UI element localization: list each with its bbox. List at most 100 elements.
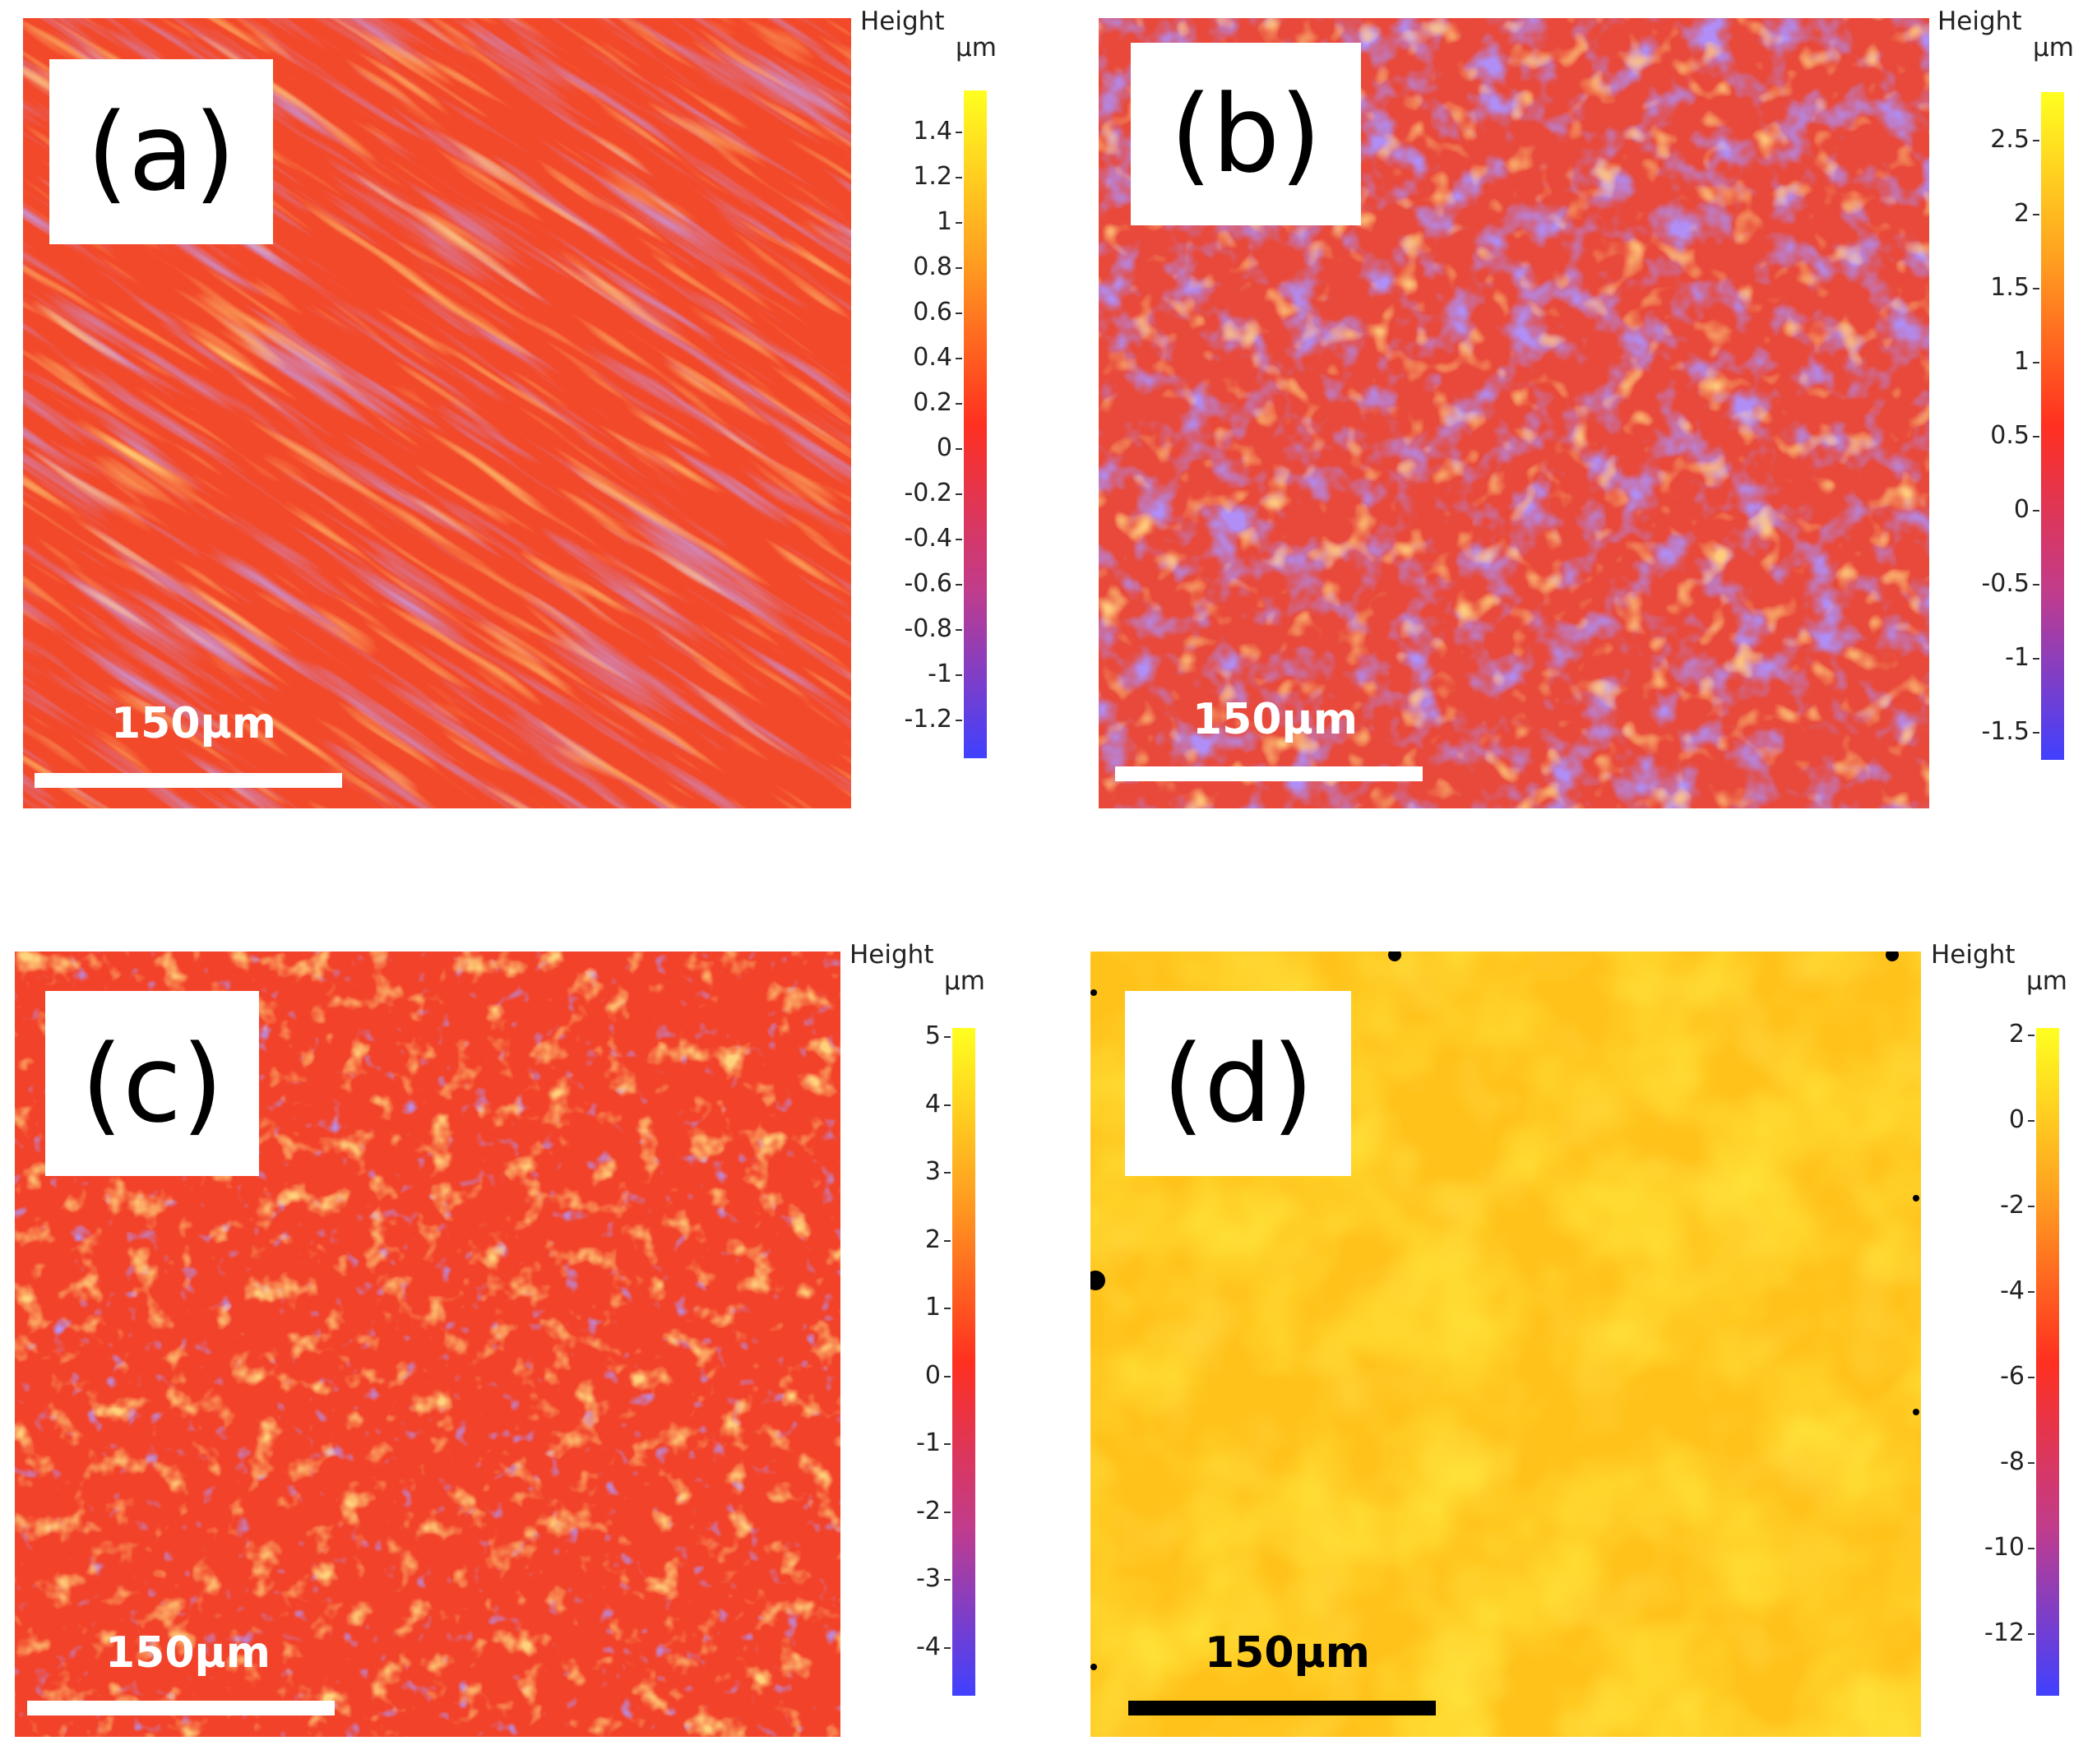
colorbar-a-tick-mark [956, 403, 962, 405]
colorbar-a-tick-label: -1.2 [904, 705, 952, 734]
colorbar-a-tick-mark [956, 358, 962, 359]
colorbar-d-tick-mark [2028, 1633, 2034, 1635]
colorbar-b-tick-mark [2033, 140, 2039, 141]
panel-a-scale-text: 150μm [111, 699, 276, 748]
colorbar-b-tick-label: 0 [2013, 495, 2030, 524]
colorbar-c-tick-label: 3 [924, 1157, 941, 1186]
colorbar-b-tick-mark [2033, 362, 2039, 363]
colorbar-c-tick-mark [944, 1511, 951, 1513]
colorbar-c-tick-mark [944, 1443, 951, 1445]
panel-a-label: (a) [86, 89, 236, 215]
colorbar-b-title: Height [1937, 7, 2022, 36]
colorbar-a-tick-label: -0.6 [904, 569, 952, 598]
colorbar-b [2041, 92, 2064, 760]
colorbar-b-tick-mark [2033, 288, 2039, 289]
colorbar-c-tick-mark [944, 1036, 951, 1038]
colorbar-a-tick-mark [956, 493, 962, 495]
colorbar-b-tick-label: 1 [2013, 347, 2030, 376]
panel-a-scale-bar [35, 773, 342, 788]
colorbar-c-tick-label: 2 [924, 1225, 941, 1254]
panel-d-scale-text: 150μm [1205, 1628, 1370, 1678]
colorbar-a-tick-mark [956, 267, 962, 269]
colorbar-c-tick-label: 4 [924, 1089, 941, 1118]
colorbar-a-tick-label: 0.2 [913, 388, 952, 417]
panel-c-label: (c) [81, 1021, 224, 1146]
colorbar-d-tick-mark [2028, 1377, 2034, 1378]
panel-d-scale-bar [1128, 1701, 1436, 1715]
colorbar-c-tick-label: 0 [924, 1360, 941, 1390]
colorbar-d-tick-label: -10 [1984, 1533, 2025, 1562]
colorbar-a-tick-mark [956, 629, 962, 631]
colorbar-b-tick-mark [2033, 584, 2039, 586]
panel-b-scale-text: 150μm [1192, 695, 1358, 744]
colorbar-d-tick-mark [2028, 1291, 2034, 1293]
colorbar-a [964, 90, 987, 758]
colorbar-c-tick-mark [944, 1172, 951, 1174]
colorbar-a-tick-mark [956, 674, 962, 676]
colorbar-d-tick-label: -12 [1984, 1618, 2025, 1647]
colorbar-a-tick-label: -1 [928, 660, 952, 688]
colorbar-a-tick-label: 0.6 [913, 298, 952, 326]
colorbar-b-unit: μm [2033, 33, 2074, 63]
panel-a-label-box: (a) [49, 59, 273, 244]
colorbar-d-tick-mark [2028, 1035, 2034, 1036]
colorbar-d-unit: μm [2026, 966, 2067, 996]
colorbar-b-tick-mark [2033, 510, 2039, 512]
colorbar-c-tick-label: 5 [924, 1021, 941, 1050]
colorbar-d-tick-label: -2 [2000, 1191, 2025, 1220]
colorbar-d [2036, 1028, 2059, 1696]
colorbar-b-tick-label: -1 [2005, 643, 2030, 672]
colorbar-a-tick-label: 0.4 [913, 343, 952, 372]
colorbar-d-tick-label: 2 [2008, 1020, 2025, 1049]
colorbar-a-title: Height [860, 7, 945, 36]
colorbar-b-tick-mark [2033, 732, 2039, 734]
panel-c-scale-text: 150μm [105, 1628, 271, 1678]
colorbar-d-tick-mark [2028, 1120, 2034, 1122]
panel-b-label-box: (b) [1131, 43, 1361, 225]
panel-d-label: (d) [1162, 1021, 1314, 1146]
colorbar-b-tick-label: 0.5 [1990, 421, 2030, 450]
colorbar-a-tick-mark [956, 720, 962, 721]
colorbar-c-tick-mark [944, 1375, 951, 1377]
colorbar-d-tick-mark [2028, 1206, 2034, 1207]
panel-c-scale-bar [27, 1701, 335, 1715]
colorbar-a-tick-mark [956, 132, 962, 133]
panel-c-label-box: (c) [45, 991, 259, 1176]
colorbar-d-tick-mark [2028, 1548, 2034, 1549]
colorbar-b-tick-label: 1.5 [1990, 273, 2030, 302]
colorbar-a-tick-label: -0.8 [904, 614, 952, 643]
colorbar-c-tick-label: -1 [916, 1428, 941, 1457]
colorbar-a-tick-mark [956, 177, 962, 178]
colorbar-b-tick-label: 2 [2013, 199, 2030, 228]
colorbar-a-tick-label: 1 [936, 207, 952, 236]
colorbar-c-tick-mark [944, 1579, 951, 1581]
colorbar-a-tick-mark [956, 222, 962, 224]
colorbar-d-tick-label: 0 [2008, 1105, 2025, 1134]
colorbar-a-tick-label: 1.4 [913, 117, 952, 146]
colorbar-c-tick-mark [944, 1104, 951, 1106]
colorbar-a-tick-mark [956, 313, 962, 314]
colorbar-d-tick-label: -4 [2000, 1276, 2025, 1305]
colorbar-b-tick-label: -0.5 [1981, 569, 2030, 598]
colorbar-c-title: Height [849, 940, 934, 970]
colorbar-a-tick-mark [956, 584, 962, 586]
colorbar-b-tick-mark [2033, 214, 2039, 215]
colorbar-a-tick-mark [956, 448, 962, 450]
panel-d-label-box: (d) [1125, 991, 1351, 1176]
colorbar-c-tick-mark [944, 1646, 951, 1649]
colorbar-c-unit: μm [944, 966, 985, 996]
colorbar-c-tick-label: -2 [916, 1496, 941, 1526]
colorbar-c-tick-label: -4 [916, 1632, 941, 1661]
colorbar-b-tick-mark [2033, 436, 2039, 438]
colorbar-a-tick-label: -0.2 [904, 479, 952, 507]
colorbar-b-tick-label: -1.5 [1981, 717, 2030, 746]
colorbar-d-tick-mark [2028, 1462, 2034, 1464]
colorbar-a-tick-label: 0.8 [913, 252, 952, 281]
panel-b-label: (b) [1170, 72, 1322, 197]
colorbar-a-tick-label: 0 [936, 433, 952, 462]
colorbar-d-tick-label: -8 [2000, 1447, 2025, 1476]
panel-b-scale-bar [1115, 766, 1423, 781]
colorbar-a-unit: μm [956, 33, 997, 63]
colorbar-d-title: Height [1931, 940, 2016, 970]
colorbar-c-tick-label: 1 [924, 1293, 941, 1322]
